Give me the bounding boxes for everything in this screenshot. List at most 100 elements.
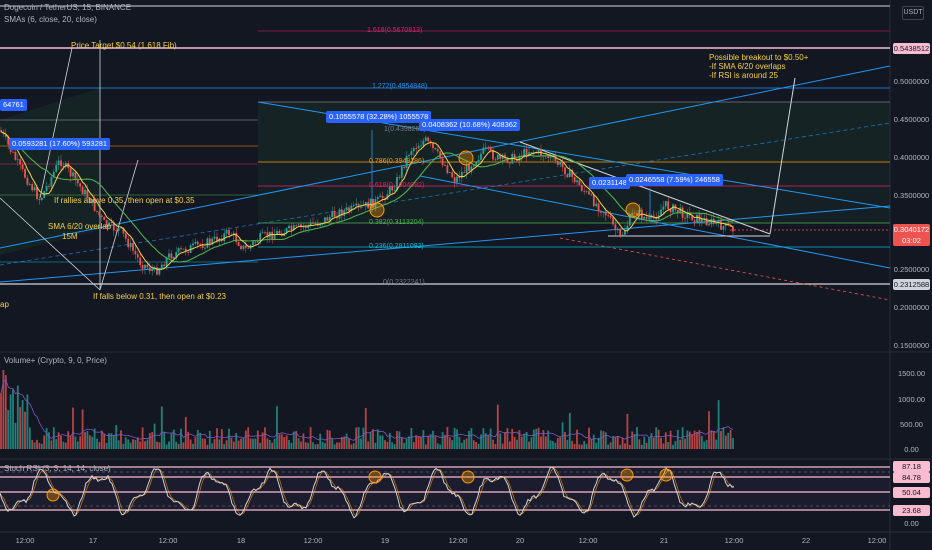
rsi-tick: 50.04 xyxy=(893,487,930,498)
candle-body xyxy=(508,162,511,164)
candle-body xyxy=(211,238,214,244)
volume-indicator-legend[interactable]: Volume+ (Crypto, 9, 0, Price) xyxy=(4,356,107,365)
volume-bar xyxy=(127,439,130,449)
volume-bar xyxy=(9,394,12,449)
stoch-rsi-legend[interactable]: Stoch RSI (3, 3, 14, 14, close) xyxy=(4,464,111,473)
candle-body xyxy=(489,147,492,150)
note-rally[interactable]: If rallies above 0.35, then open at $0.3… xyxy=(54,196,195,205)
candle-body xyxy=(302,226,305,228)
volume-bar xyxy=(672,444,674,449)
note-falls-below[interactable]: If falls below 0.31, then open at $0.23 xyxy=(93,292,226,301)
volume-bar xyxy=(182,442,185,449)
symbol-title[interactable]: Dogecoin / TetherUS, 15, BINANCE xyxy=(4,3,132,12)
volume-bar xyxy=(98,441,101,449)
volume-bar xyxy=(328,430,331,449)
volume-bar xyxy=(429,434,432,449)
measure-badge-4[interactable]: 0.0231148 xyxy=(589,177,630,189)
volume-ma-line xyxy=(0,378,734,441)
candle-body xyxy=(355,203,358,206)
sma-20-line[interactable] xyxy=(0,131,734,263)
channel-lower-line[interactable] xyxy=(0,205,891,283)
measure-badge-1[interactable]: 0.0593281 (17.60%) 593281 xyxy=(9,138,111,150)
left-projection-line-3[interactable] xyxy=(0,197,101,291)
candle-body xyxy=(506,157,509,163)
volume-bar xyxy=(535,428,538,449)
volume-bar xyxy=(148,433,151,449)
breakout-projection-line[interactable] xyxy=(769,77,796,235)
candle-body xyxy=(655,217,658,220)
sma-indicator-legend[interactable]: SMAs (6, close, 20, close) xyxy=(4,15,97,24)
measure-badge-3[interactable]: 0.0408362 (10.68%) 408362 xyxy=(419,119,521,131)
currency-label: USDT xyxy=(903,9,923,16)
candle-body xyxy=(384,198,386,200)
volume-bar xyxy=(136,437,139,449)
note-sma-overlap[interactable]: SMA 6/20 overlap xyxy=(48,222,112,231)
time-axis-label: 12:00 xyxy=(15,536,35,545)
volume-bar xyxy=(93,428,96,449)
candle-body xyxy=(163,264,166,267)
left-projection-line-4[interactable] xyxy=(99,159,139,291)
volume-bar xyxy=(679,439,682,449)
volume-bar xyxy=(592,434,595,449)
candle-body xyxy=(732,226,734,232)
candle-body xyxy=(549,156,552,158)
candle-body xyxy=(645,216,648,219)
volume-bar xyxy=(235,433,238,449)
candle-body xyxy=(554,156,557,161)
candle-body xyxy=(691,215,694,221)
volume-bar xyxy=(302,433,305,449)
candle-body xyxy=(232,232,235,235)
candle-body xyxy=(705,218,708,226)
time-axis[interactable]: 12:00 17 12:00 18 12:00 19 12:00 20 12:00 21 12:00… xyxy=(0,533,890,550)
note-price-target[interactable]: Price Target $0.54 (1.618 Fib) xyxy=(71,41,177,50)
volume-bar xyxy=(482,428,485,449)
desc-channel-lower[interactable] xyxy=(419,175,891,269)
candle-body xyxy=(432,143,434,148)
candle-body xyxy=(122,227,125,234)
volume-bar xyxy=(271,442,274,449)
volume-bar xyxy=(379,435,382,449)
candle-body xyxy=(333,211,336,217)
candle-body xyxy=(93,199,96,211)
note-breakout-rsi[interactable]: -If RSI is around 25 xyxy=(709,71,778,80)
volume-bar xyxy=(259,442,262,449)
volume-bar xyxy=(369,432,372,449)
volume-bar xyxy=(295,430,298,449)
volume-bar xyxy=(530,437,533,449)
candle-body xyxy=(693,220,696,223)
volume-bar xyxy=(237,440,240,449)
candle-body xyxy=(213,236,216,239)
volume-bar xyxy=(420,436,422,449)
candle-body xyxy=(494,159,497,161)
candle-body xyxy=(729,225,732,227)
measure-badge-2[interactable]: 0.1055578 (32.28%) 1055578 xyxy=(326,111,432,123)
note-breakout-sma[interactable]: -If SMA 6/20 overlaps xyxy=(709,62,786,71)
note-breakout-title[interactable]: Possible breakout to $0.50+ xyxy=(709,53,809,62)
candle-body xyxy=(57,160,60,165)
candle-body xyxy=(228,230,230,235)
measure-badge-5[interactable]: 0.0246558 (7.59%) 246558 xyxy=(626,174,723,186)
candle-body xyxy=(252,241,254,246)
note-sma-timeframe[interactable]: 15M xyxy=(62,232,78,241)
measure-badge-left[interactable]: 64761 xyxy=(0,99,27,111)
volume-bar xyxy=(410,427,413,449)
volume-bar xyxy=(444,434,446,449)
left-projection-line-1[interactable] xyxy=(39,47,73,199)
time-axis-label: 18 xyxy=(236,536,246,545)
currency-selector[interactable]: USDT xyxy=(902,6,924,20)
volume-bar xyxy=(129,442,132,449)
volume-bar xyxy=(400,437,403,449)
sma-6-line[interactable] xyxy=(0,131,734,271)
time-axis-label: 12:00 xyxy=(158,536,178,545)
volume-bar xyxy=(715,439,718,449)
candle-body xyxy=(144,264,146,269)
desc-channel-dashed[interactable] xyxy=(559,237,891,301)
volume-bar xyxy=(388,433,391,449)
volume-bar xyxy=(189,439,192,449)
note-left-edge[interactable]: ap xyxy=(0,300,9,309)
volume-bar xyxy=(585,443,588,449)
volume-bar xyxy=(2,370,5,449)
candle-body xyxy=(408,154,410,157)
candle-body xyxy=(134,250,137,255)
